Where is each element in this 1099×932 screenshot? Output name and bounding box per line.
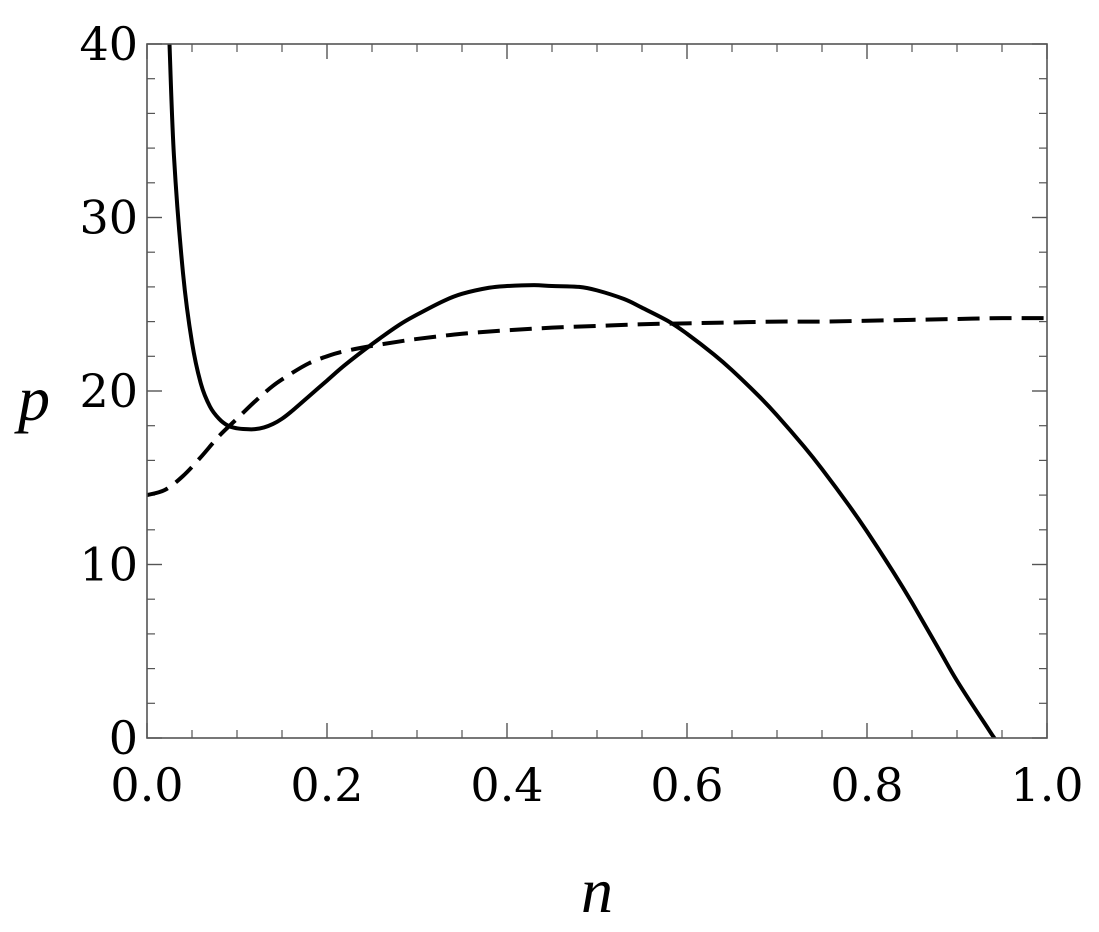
x-tick-label: 0.6 — [650, 758, 723, 812]
y-tick-label: 10 — [79, 538, 138, 592]
minor-ticks — [147, 44, 1047, 738]
y-tick-label: 40 — [79, 17, 138, 71]
y-axis-label: p — [14, 363, 50, 434]
x-axis-label: n — [581, 855, 613, 926]
y-tick-labels: 0 10 20 30 40 — [79, 17, 138, 765]
y-tick-label: 20 — [79, 364, 138, 418]
major-ticks — [146, 43, 1048, 739]
x-tick-label: 0.0 — [110, 758, 183, 812]
plot-frame — [146, 43, 1048, 739]
x-tick-label: 0.4 — [470, 758, 543, 812]
series-dashed-line — [147, 316, 1047, 498]
x-tick-labels: 0.0 0.2 0.4 0.6 0.8 1.0 — [110, 758, 1083, 812]
series-solid-line — [167, 44, 997, 738]
y-tick-label: 0 — [109, 711, 138, 765]
x-tick-label: 1.0 — [1010, 758, 1083, 812]
series-layer — [147, 44, 1047, 738]
x-tick-label: 0.8 — [830, 758, 903, 812]
x-tick-label: 0.2 — [290, 758, 363, 812]
y-tick-label: 30 — [79, 191, 138, 245]
